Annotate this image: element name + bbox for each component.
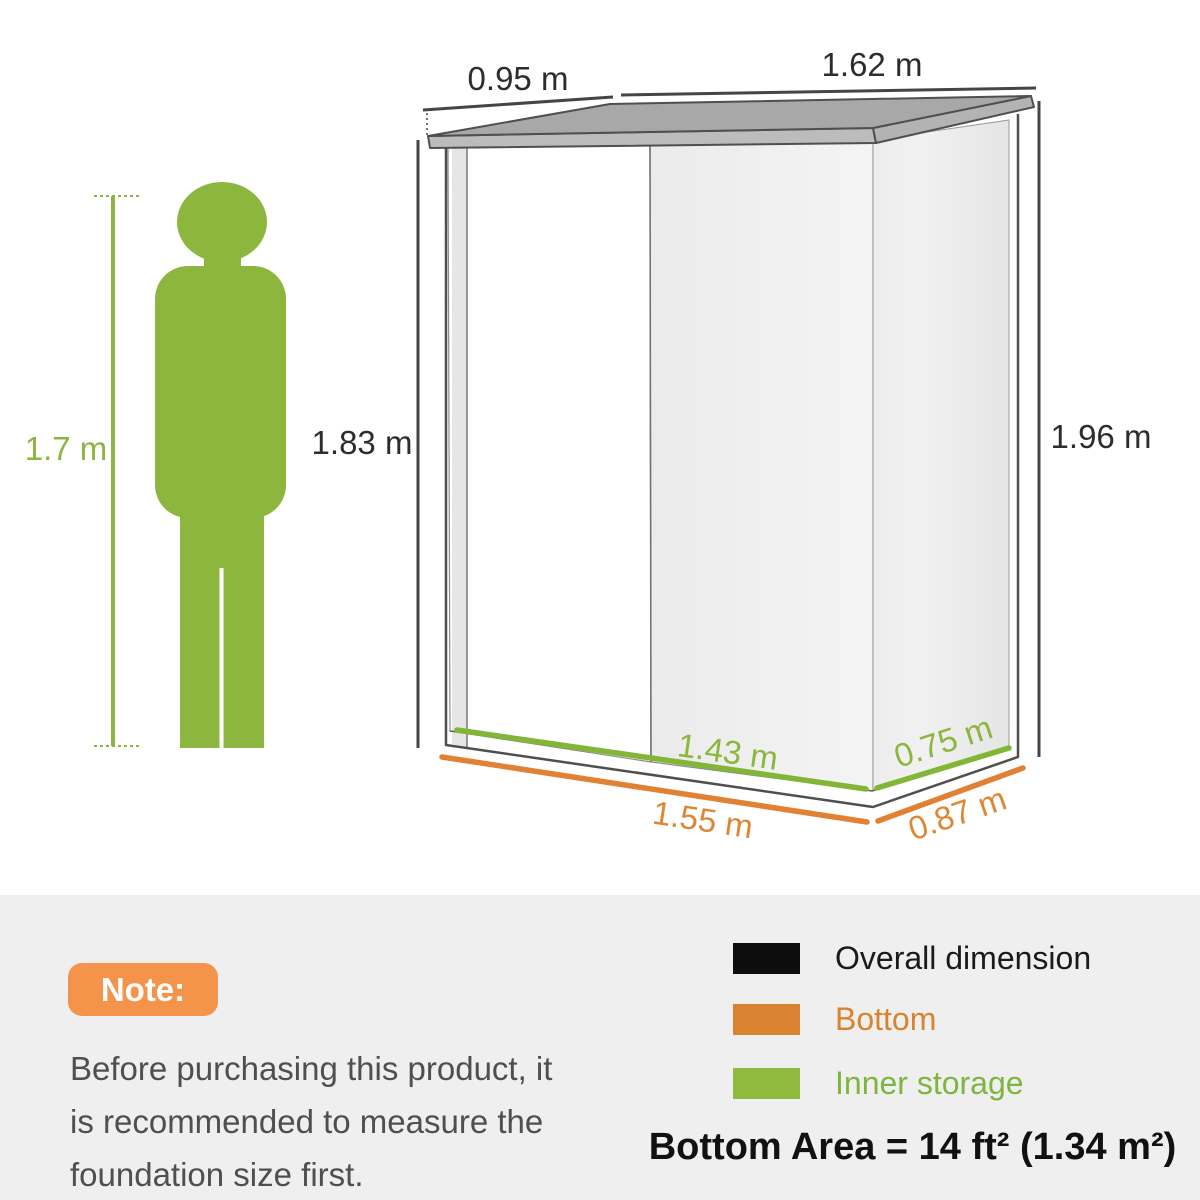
overall-dimension-lines <box>416 86 1041 757</box>
legend-label: Overall dimension <box>835 939 1092 976</box>
shed-outer-outline <box>444 114 1020 809</box>
note-line: Before purchasing this product, it <box>70 1050 553 1087</box>
roof-width-line <box>620 86 1037 97</box>
legend-item-bottom: Bottom <box>733 1000 937 1037</box>
back-height-label: 1.96 m <box>1051 418 1152 455</box>
bottom-width-line <box>439 754 870 825</box>
note-line: is recommended to measure the <box>70 1103 544 1140</box>
person-torso <box>155 266 286 518</box>
bottom-area-text: Bottom Area = 14 ft² (1.34 m²) <box>648 1126 1177 1168</box>
shed-door-divider-line <box>649 143 652 763</box>
note-badge: Note: <box>68 963 218 1016</box>
shed-door-frame-stripe <box>452 146 467 747</box>
person-height-label: 1.7 m <box>25 430 108 467</box>
bottom-dimension-lines <box>439 754 1026 825</box>
inner-storage-swatch <box>733 1067 800 1099</box>
person-pictogram <box>155 182 286 748</box>
bottom-depth-line <box>875 765 1026 824</box>
shed-door-panel <box>447 143 652 763</box>
legend-label: Bottom <box>835 1000 937 1037</box>
shed-front-panel <box>649 139 874 792</box>
roof-depth-label: 0.95 m <box>468 60 569 97</box>
info-band-background <box>0 895 1200 1200</box>
roof-width-label: 1.62 m <box>822 46 923 83</box>
legend-label: Inner storage <box>835 1064 1024 1101</box>
note-badge-label: Note: <box>100 970 186 1008</box>
person-head <box>177 182 267 262</box>
front-height-label: 1.83 m <box>312 424 413 461</box>
shed-side-panel <box>872 119 1010 792</box>
inner-depth-line <box>874 745 1012 791</box>
shed-roof-top <box>427 95 1032 137</box>
inner-width-line <box>454 727 869 792</box>
legend-item-overall-dimension: Overall dimension <box>733 939 1092 976</box>
inner-storage-lines <box>454 727 1012 792</box>
legend-item-inner-storage: Inner storage <box>733 1064 1024 1101</box>
note-paragraph: Before purchasing this product, it is re… <box>70 1042 670 1200</box>
shed-illustration <box>427 95 1035 809</box>
bottom-swatch <box>733 1003 800 1035</box>
overall-dimension-swatch <box>733 942 800 974</box>
note-line: foundation size first. <box>70 1156 364 1193</box>
person-height-dimension: 1.7 m <box>25 195 140 747</box>
roof-depth-line <box>422 95 614 112</box>
